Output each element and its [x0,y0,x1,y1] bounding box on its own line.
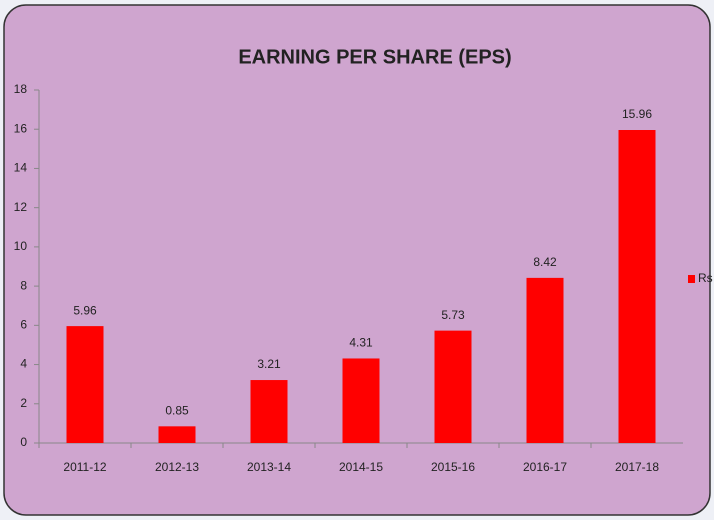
bar [250,380,288,443]
x-tick-label: 2012-13 [155,460,199,474]
y-tick-label: 16 [14,121,28,135]
legend-swatch [688,275,695,283]
x-tick-label: 2013-14 [247,460,291,474]
y-tick-label: 0 [20,435,27,449]
data-label: 3.21 [257,357,281,371]
x-tick-label: 2015-16 [431,460,475,474]
data-label: 15.96 [622,107,652,121]
y-tick-label: 12 [14,200,28,214]
legend-label: Rs [698,271,713,285]
x-tick-label: 2017-18 [615,460,659,474]
bar [342,358,380,443]
bar [526,277,564,443]
y-tick-label: 2 [20,396,27,410]
y-tick-label: 10 [14,239,28,253]
bar [66,326,104,443]
y-tick-label: 6 [20,318,27,332]
x-tick-label: 2014-15 [339,460,383,474]
y-tick-label: 4 [20,357,27,371]
bar [618,130,656,444]
data-label: 5.73 [441,308,465,322]
data-label: 4.31 [349,336,373,350]
data-label: 5.96 [73,303,97,317]
x-tick-label: 2016-17 [523,460,567,474]
data-label: 0.85 [165,404,189,418]
bar [158,426,196,443]
y-tick-label: 8 [20,278,27,292]
x-tick-label: 2011-12 [63,460,106,474]
bar [434,330,472,443]
data-label: 8.42 [533,255,557,269]
chart-title: EARNING PER SHARE (EPS) [238,46,511,68]
y-tick-label: 14 [14,161,28,175]
y-tick-label: 18 [14,82,28,96]
